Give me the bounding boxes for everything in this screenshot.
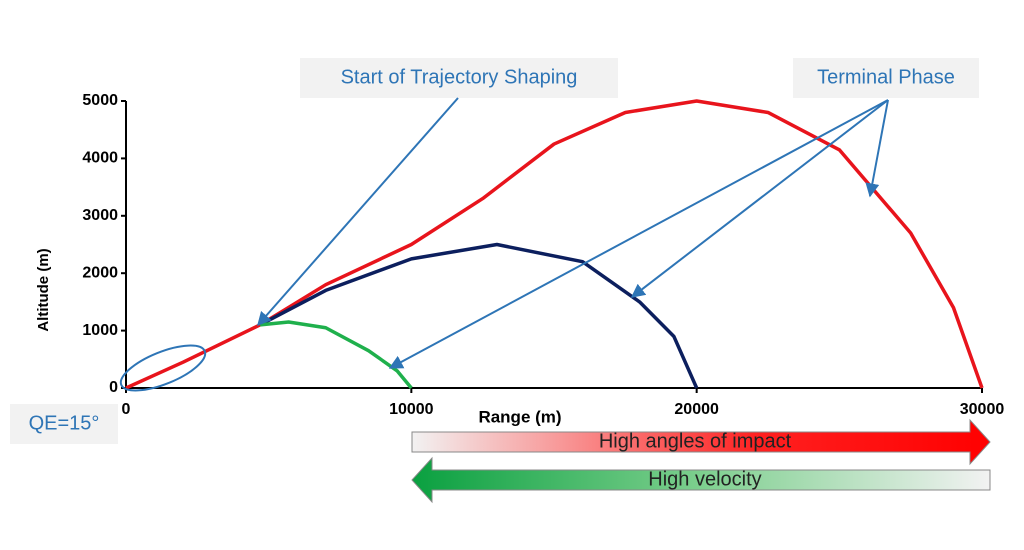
trajectory-line bbox=[125, 99, 984, 390]
x-tick-label: 10000 bbox=[389, 401, 434, 418]
y-tick-label: 5000 bbox=[82, 92, 118, 109]
arrow bbox=[865, 99, 889, 198]
annotation: QE=15° bbox=[29, 412, 100, 434]
y-tick-label: 0 bbox=[109, 379, 118, 396]
velocity-arrow bbox=[411, 456, 991, 504]
arrow bbox=[257, 97, 459, 327]
trajectory-line bbox=[259, 320, 413, 390]
trajectory-line bbox=[259, 242, 699, 389]
y-tick-label: 4000 bbox=[82, 150, 118, 167]
y-axis-label: Altitude (m) bbox=[35, 248, 52, 331]
arrow bbox=[388, 99, 889, 369]
arrow bbox=[630, 99, 889, 298]
annotation: Start of Trajectory Shaping bbox=[341, 66, 578, 88]
launch-ellipse bbox=[119, 344, 207, 392]
annotation: High angles of impact bbox=[599, 430, 792, 452]
impact-arrow bbox=[411, 418, 991, 466]
annotation: Terminal Phase bbox=[817, 66, 955, 88]
label-box bbox=[793, 58, 979, 98]
y-tick-label: 1000 bbox=[82, 322, 118, 339]
x-axis-label: Range (m) bbox=[478, 407, 561, 426]
y-tick-label: 2000 bbox=[82, 264, 118, 281]
annotation: High velocity bbox=[648, 468, 761, 490]
callout-arrows bbox=[257, 97, 889, 369]
x-tick-label: 30000 bbox=[960, 401, 1005, 418]
x-tick-label: 0 bbox=[122, 401, 131, 418]
label-box bbox=[10, 404, 118, 444]
plot: 0 1000 2000 3000 4000 5000 0 10000 20000 30000 bbox=[82, 92, 1004, 418]
label-box bbox=[300, 58, 618, 98]
y-tick-label: 3000 bbox=[82, 207, 118, 224]
x-tick-label: 20000 bbox=[674, 401, 719, 418]
